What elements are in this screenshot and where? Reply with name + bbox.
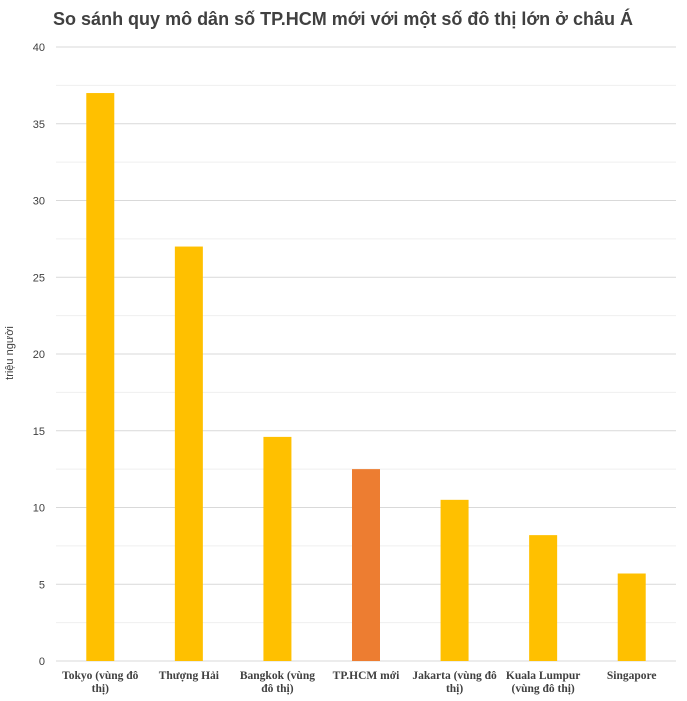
y-tick-label: 40 [33, 42, 45, 54]
y-axis-label: triệu người [4, 326, 16, 380]
y-tick-label: 25 [33, 272, 45, 284]
x-tick-label-line: Jakarta (vùng đô [412, 670, 497, 682]
x-tick-label: Kuala Lumpur (vùng đô thị) [506, 670, 580, 695]
x-tick-label: Singapore [607, 670, 657, 682]
bar [86, 93, 115, 662]
x-tick-label-line: đô thị) [261, 683, 293, 695]
bars [86, 93, 646, 662]
y-tick-label: 5 [39, 579, 45, 591]
bar [263, 436, 292, 661]
bar [440, 499, 469, 661]
y-tick-label: 35 [33, 119, 45, 131]
x-tick-label-line: (vùng đô thị) [512, 683, 575, 695]
y-axis-ticks: 0 5 10 15 20 25 30 35 40 [33, 42, 45, 668]
y-tick-label: 10 [33, 503, 45, 515]
x-tick-label-line: Bangkok (vùng [240, 670, 315, 682]
x-tick-label: Bangkok (vùng đô thị) [240, 670, 315, 695]
x-tick-label: Thượng Hải [159, 670, 220, 682]
bar [617, 573, 646, 661]
y-tick-label: 20 [33, 349, 45, 361]
x-tick-label: Jakarta (vùng đô thị) [412, 670, 497, 695]
bar [529, 535, 558, 661]
x-tick-label-line: TP.HCM mới [333, 670, 400, 682]
x-tick-label-line: Kuala Lumpur [506, 670, 580, 682]
x-tick-label-line: Tokyo (vùng đô [62, 670, 139, 682]
x-axis-ticks: Tokyo (vùng đô thị)Thượng Hải Bangkok (vùn… [62, 670, 656, 695]
x-tick-label-line: thị) [446, 683, 463, 695]
x-tick-label: TP.HCM mới [333, 670, 400, 682]
y-tick-label: 30 [33, 196, 45, 208]
x-tick-label-line: thị) [92, 683, 109, 695]
y-tick-label: 15 [33, 426, 45, 438]
y-tick-label: 0 [39, 656, 45, 668]
x-tick-label: Tokyo (vùng đô thị) [62, 670, 139, 695]
bar [174, 246, 203, 662]
x-tick-label-line: Thượng Hải [159, 670, 220, 682]
x-tick-label-line: Singapore [607, 670, 657, 682]
chart-title: So sánh quy mô dân số TP.HCM mới với một… [53, 8, 633, 29]
bar [352, 469, 380, 661]
